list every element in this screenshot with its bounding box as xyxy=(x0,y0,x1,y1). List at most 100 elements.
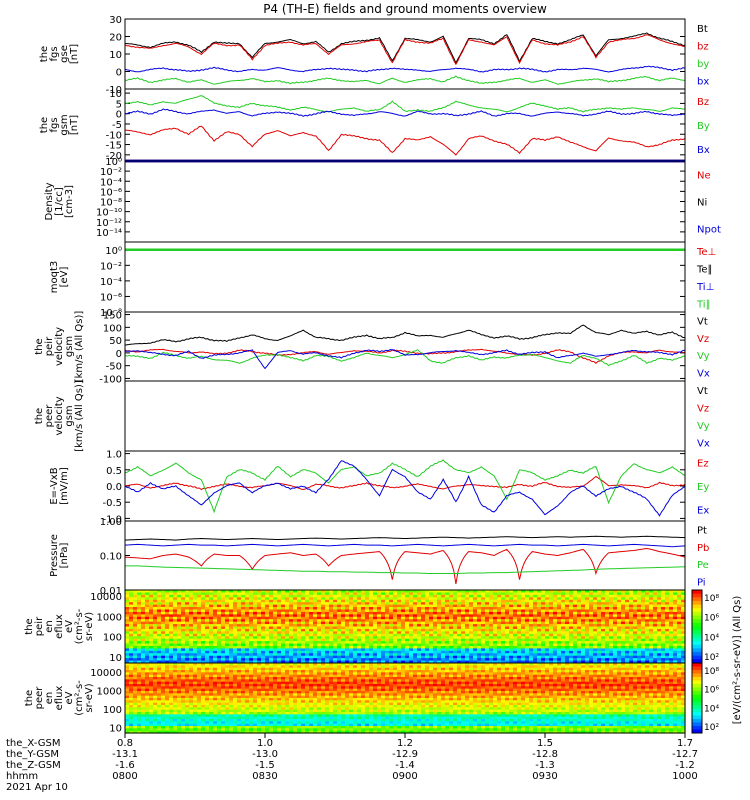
heatmap-cell xyxy=(253,619,258,623)
colorbar-swatch xyxy=(692,641,702,646)
heatmap-cell xyxy=(513,604,518,608)
heatmap-cell xyxy=(385,616,390,620)
heatmap-cell xyxy=(181,712,186,715)
heatmap-cell xyxy=(589,628,594,632)
heatmap-cell xyxy=(141,655,146,659)
heatmap-cell xyxy=(489,638,494,642)
heatmap-cell xyxy=(541,594,546,598)
heatmap-cell xyxy=(189,653,194,657)
heatmap-cell xyxy=(557,624,562,628)
heatmap-cell xyxy=(161,684,166,687)
heatmap-cell xyxy=(565,658,570,662)
heatmap-cell xyxy=(185,643,190,647)
heatmap-cell xyxy=(637,602,642,606)
heatmap-cell xyxy=(245,597,250,601)
heatmap-cell xyxy=(337,641,342,645)
heatmap-cell xyxy=(129,636,134,640)
colorbar-swatch xyxy=(692,600,702,606)
heatmap-cell xyxy=(201,594,206,598)
heatmap-cell xyxy=(441,594,446,598)
heatmap-cell xyxy=(189,643,194,647)
heatmap-cell xyxy=(421,604,426,608)
heatmap-cell xyxy=(501,590,506,594)
heatmap-cell xyxy=(209,660,214,664)
heatmap-cell xyxy=(657,624,662,628)
heatmap-cell xyxy=(613,614,618,618)
heatmap-cell xyxy=(241,602,246,606)
heatmap-cell xyxy=(561,641,566,645)
heatmap-cell xyxy=(257,624,262,628)
heatmap-cell xyxy=(513,641,518,645)
heatmap-cell xyxy=(645,611,650,615)
heatmap-cell xyxy=(329,641,334,645)
heatmap-cell xyxy=(153,621,158,625)
heatmap-cell xyxy=(149,688,154,692)
heatmap-cell xyxy=(145,730,150,734)
heatmap-cell xyxy=(497,614,502,618)
heatmap-cell xyxy=(309,626,314,630)
heatmap-cell xyxy=(409,604,414,608)
heatmap-cell xyxy=(213,621,218,625)
heatmap-cell xyxy=(173,624,178,628)
heatmap-cell xyxy=(289,631,294,635)
heatmap-cell xyxy=(633,609,638,613)
heatmap-cell xyxy=(433,650,438,654)
heatmap-cell xyxy=(509,616,514,620)
heatmap-cell xyxy=(517,594,522,598)
heatmap-cell xyxy=(229,599,234,603)
heatmap-cell xyxy=(297,650,302,654)
legend-entry: Ey xyxy=(697,482,709,493)
heatmap-cell xyxy=(669,641,674,645)
heatmap-cell xyxy=(677,655,682,659)
heatmap-cell xyxy=(545,614,550,618)
heatmap-cell xyxy=(481,645,486,649)
heatmap-cell xyxy=(309,621,314,625)
heatmap-cell xyxy=(213,614,218,618)
heatmap-cell xyxy=(469,628,474,632)
heatmap-cell xyxy=(317,645,322,649)
heatmap-cell xyxy=(149,672,154,676)
heatmap-cell xyxy=(385,592,390,596)
heatmap-cell xyxy=(585,643,590,647)
panel-frame xyxy=(124,380,686,452)
heatmap-cell xyxy=(157,705,162,708)
heatmap-cell xyxy=(473,648,478,652)
ytick-label: -100 xyxy=(99,374,122,385)
heatmap-cell xyxy=(181,604,186,608)
heatmap-cell xyxy=(597,616,602,620)
heatmap-cell xyxy=(305,655,310,659)
heatmap-cell xyxy=(249,655,254,659)
heatmap-cell xyxy=(157,626,162,630)
heatmap-cell xyxy=(581,658,586,662)
heatmap-cell xyxy=(585,597,590,601)
heatmap-cell xyxy=(489,650,494,654)
heatmap-cell xyxy=(637,636,642,640)
heatmap-cell xyxy=(169,621,174,625)
heatmap-cell xyxy=(169,684,174,687)
heatmap-cell xyxy=(169,730,174,734)
heatmap-cell xyxy=(385,638,390,642)
heatmap-cell xyxy=(145,693,150,697)
heatmap-cell xyxy=(537,658,542,662)
heatmap-cell xyxy=(233,597,238,601)
heatmap-cell xyxy=(409,653,414,657)
heatmap-cell xyxy=(337,609,342,613)
heatmap-cell xyxy=(297,611,302,615)
heatmap-cell xyxy=(645,633,650,637)
heatmap-cell xyxy=(393,636,398,640)
heatmap-cell xyxy=(565,599,570,603)
heatmap-cell xyxy=(525,607,530,611)
heatmap-cell xyxy=(529,621,534,625)
heatmap-cell xyxy=(213,638,218,642)
heatmap-cell xyxy=(329,658,334,662)
heatmap-cell xyxy=(249,641,254,645)
heatmap-cell xyxy=(465,650,470,654)
heatmap-cell xyxy=(509,636,514,640)
heatmap-cell xyxy=(185,702,190,706)
heatmap-cell xyxy=(577,626,582,630)
heatmap-cell xyxy=(177,714,182,718)
heatmap-cell xyxy=(645,599,650,603)
heatmap-cell xyxy=(401,658,406,662)
heatmap-cell xyxy=(169,624,174,628)
heatmap-cell xyxy=(245,660,250,664)
